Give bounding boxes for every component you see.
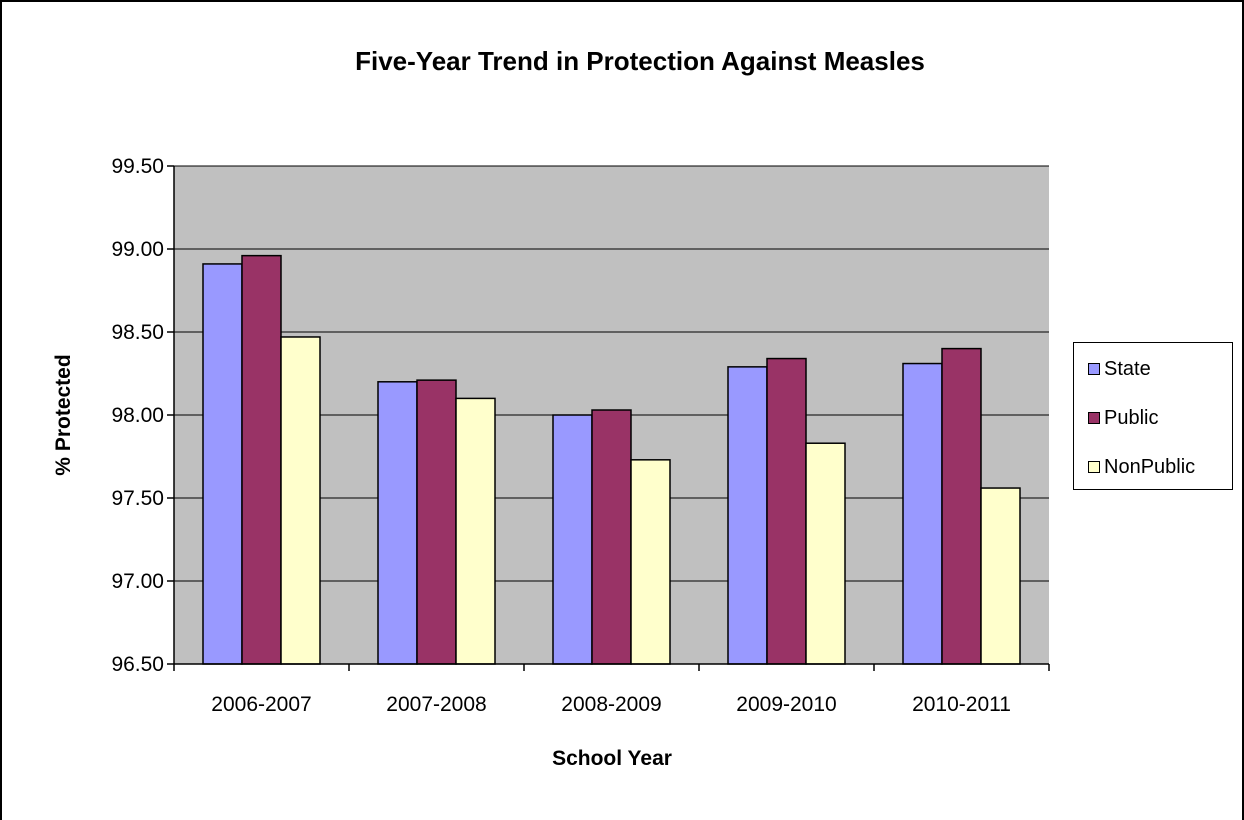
- legend-swatch: [1088, 412, 1100, 424]
- y-tick-label: 99.50: [111, 155, 164, 178]
- legend-label: Public: [1104, 406, 1159, 429]
- y-axis-ticks: 96.50 97.00 97.50 98.00 98.50 99.00 99.50: [111, 155, 174, 676]
- legend: State Public NonPublic: [1073, 342, 1233, 490]
- x-axis-ticks: 2006-2007 2007-2008 2008-2009 2009-2010 2010…: [173, 664, 1050, 716]
- x-tick-label: 2006-2007: [211, 693, 311, 716]
- x-tick-label: 2010-2011: [912, 693, 1011, 716]
- bar-public-2010-2011: [941, 347, 982, 665]
- legend-item-public: Public: [1088, 406, 1158, 430]
- y-tick-label: 96.50: [111, 653, 164, 676]
- bar-state-2006-2007: [202, 263, 243, 665]
- legend-label: State: [1104, 357, 1151, 380]
- bar-state-2008-2009: [552, 414, 593, 665]
- bar-nonpublic-2007-2008: [455, 397, 496, 665]
- y-tick-label: 99.00: [111, 238, 164, 261]
- bar-state-2007-2008: [377, 381, 418, 665]
- chart-title: Five-Year Trend in Protection Against Me…: [355, 46, 925, 76]
- legend-swatch: [1088, 461, 1100, 473]
- y-tick-label: 97.00: [111, 570, 164, 593]
- y-axis-label: % Protected: [52, 354, 75, 475]
- x-tick-label: 2007-2008: [386, 693, 486, 716]
- bar-state-2009-2010: [727, 366, 768, 665]
- legend-swatch: [1088, 363, 1100, 375]
- y-tick-label: 98.50: [111, 321, 164, 344]
- legend-item-nonpublic: NonPublic: [1088, 455, 1195, 479]
- bar-nonpublic-2006-2007: [280, 336, 321, 665]
- bar-nonpublic-2010-2011: [980, 487, 1021, 665]
- bar-state-2010-2011: [902, 362, 943, 665]
- legend-item-state: State: [1088, 357, 1151, 381]
- legend-label: NonPublic: [1104, 455, 1196, 478]
- y-tick-label: 98.00: [111, 404, 164, 427]
- bar-public-2006-2007: [241, 254, 282, 665]
- x-axis-label: School Year: [552, 747, 672, 770]
- bar-nonpublic-2009-2010: [805, 442, 846, 665]
- bar-public-2009-2010: [766, 357, 807, 665]
- y-tick-label: 97.50: [111, 487, 164, 510]
- x-tick-label: 2008-2009: [561, 693, 661, 716]
- x-tick-label: 2009-2010: [736, 693, 836, 716]
- bar-public-2007-2008: [416, 379, 457, 665]
- bar-public-2008-2009: [591, 409, 632, 665]
- bar-nonpublic-2008-2009: [630, 459, 671, 665]
